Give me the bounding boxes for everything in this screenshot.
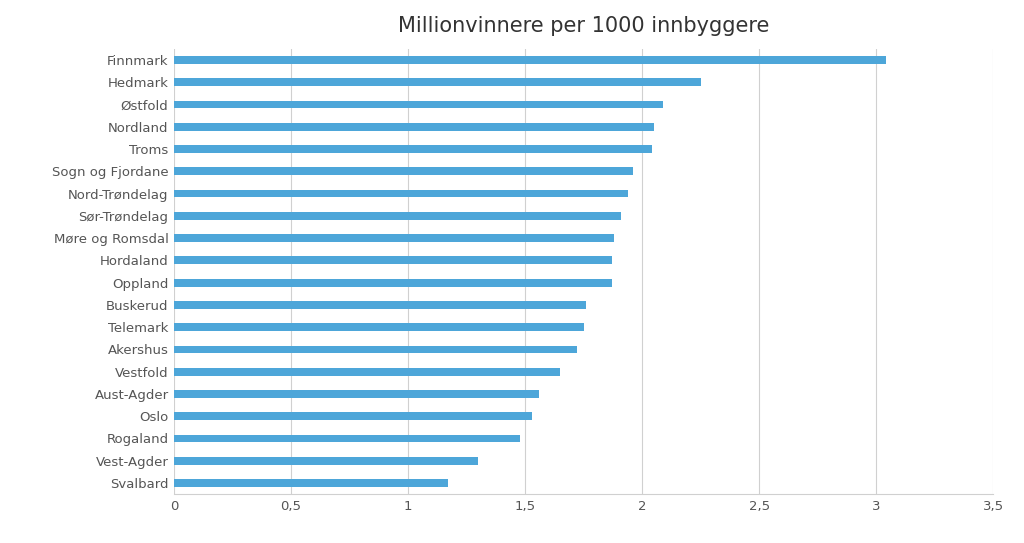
- Bar: [174, 345, 577, 353]
- Bar: [174, 434, 520, 443]
- Bar: [174, 56, 886, 64]
- Bar: [174, 457, 478, 465]
- Bar: [174, 123, 654, 131]
- Bar: [174, 368, 560, 376]
- Title: Millionvinnere per 1000 innbyggere: Millionvinnere per 1000 innbyggere: [398, 16, 769, 36]
- Bar: [174, 190, 628, 198]
- Bar: [174, 301, 586, 309]
- Bar: [174, 412, 532, 420]
- Bar: [174, 212, 622, 220]
- Bar: [174, 390, 540, 398]
- Bar: [174, 256, 611, 264]
- Bar: [174, 323, 584, 331]
- Bar: [174, 479, 447, 487]
- Bar: [174, 279, 611, 287]
- Bar: [174, 234, 614, 242]
- Bar: [174, 100, 664, 109]
- Bar: [174, 145, 651, 153]
- Bar: [174, 78, 700, 86]
- Bar: [174, 167, 633, 175]
